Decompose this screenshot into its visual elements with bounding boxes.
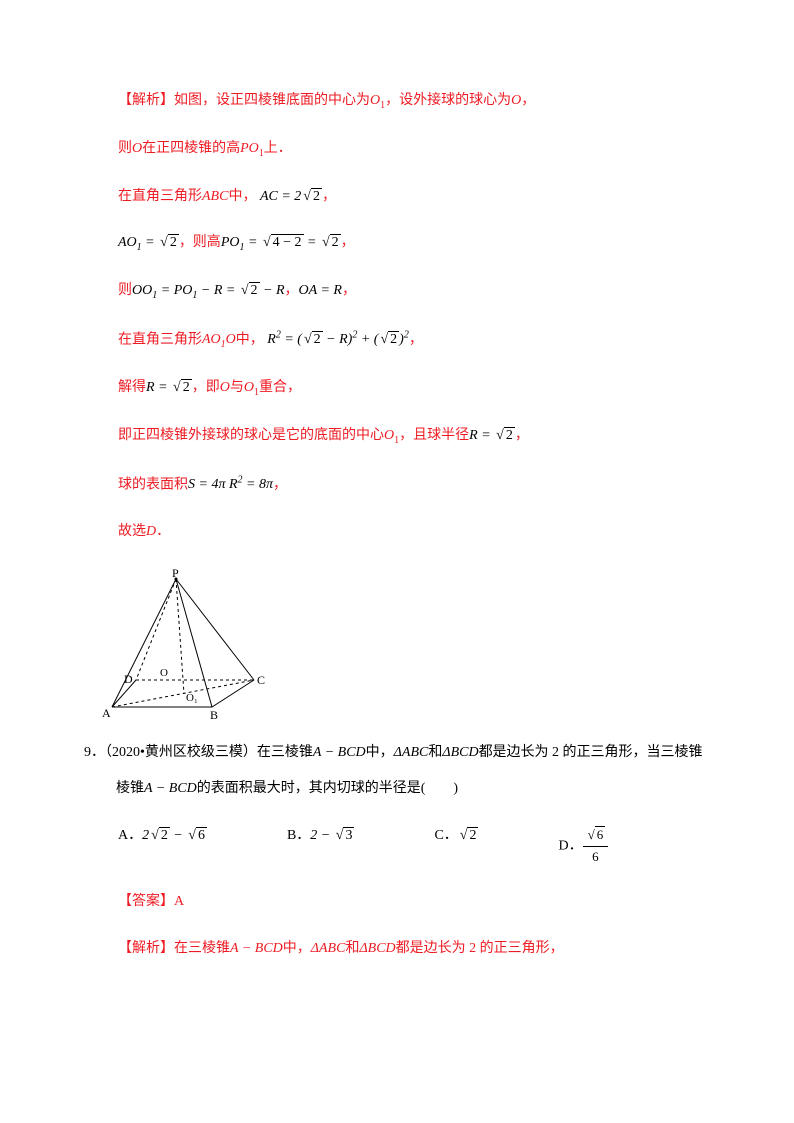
pyramid-figure: P A B C D O O₁ [94, 567, 704, 722]
analysis-line-4: AO1 = 2，则高PO1 = 4 − 2 = 2， [118, 232, 704, 256]
label-O1: O₁ [186, 692, 198, 704]
question-9: 9．（2020•黄州区校级三模）在三棱锥A − BCD中，ΔABC和ΔBCD都是… [102, 742, 704, 801]
analysis-9-line: 【解析】在三棱锥A − BCD中，ΔABC和ΔBCD都是边长为 2 的正三角形， [118, 938, 704, 960]
analysis-line-6: 在直角三角形AO1O中， R2 = (2 − R)2 + (2)2， [118, 328, 704, 353]
label-C: C [257, 673, 265, 687]
question-9-options: A．22 − 6 B．2 − 3 C．2 D．66 [118, 825, 704, 868]
answer-line: 【答案】A [118, 891, 704, 913]
label-A: A [102, 706, 111, 720]
analysis-line-2: 则O在正四棱锥的高PO1上． [118, 138, 704, 162]
option-B: B．2 − 3 [287, 825, 354, 868]
analysis-line-7: 解得R = 2，即O与O1重合， [118, 377, 704, 401]
option-C: C．2 [434, 825, 478, 868]
label-D: D [124, 672, 133, 686]
analysis-line-3: 在直角三角形ABC中， AC = 22， [118, 186, 704, 208]
option-D: D．66 [558, 825, 608, 868]
option-A: A．22 − 6 [118, 825, 207, 868]
analysis-line-5: 则OO1 = PO1 − R = 2 − R，OA = R， [118, 280, 704, 304]
analysis-line-8: 即正四棱锥外接球的球心是它的底面的中心O1，且球半径R = 2， [118, 425, 704, 449]
label-B: B [210, 708, 218, 722]
label-P: P [172, 567, 179, 580]
analysis-line-1: 【解析】如图，设正四棱锥底面的中心为O1，设外接球的球心为O， [118, 90, 704, 114]
label-O: O [160, 667, 168, 679]
analysis-line-9: 球的表面积S = 4π R2 = 8π， [118, 473, 704, 497]
analysis-line-10: 故选D． [118, 521, 704, 543]
